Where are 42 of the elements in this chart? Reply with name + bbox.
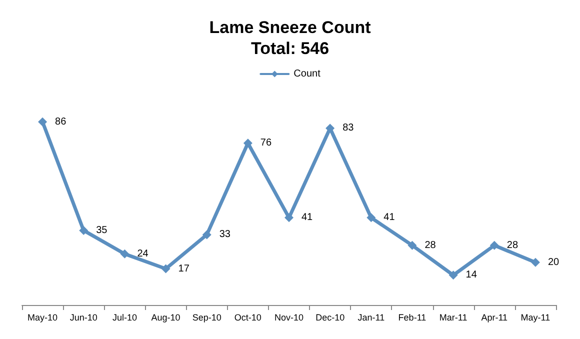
point [490, 240, 499, 250]
x-tick-label: Dec-10 [316, 312, 345, 322]
data-label: 35 [96, 224, 108, 236]
data-label: 86 [55, 116, 67, 128]
x-tick-label: Nov-10 [274, 312, 304, 322]
point [161, 264, 170, 274]
point [120, 249, 130, 258]
point [366, 213, 376, 222]
x-tick-label: Aug-10 [151, 312, 180, 322]
x-tick-label: Feb-11 [398, 312, 426, 322]
x-tick-label: Jun-10 [70, 312, 98, 322]
x-tick-label: Apr-11 [481, 312, 508, 322]
x-tick-label: Mar-11 [439, 312, 468, 322]
data-label: 20 [548, 256, 560, 268]
data-label: 14 [466, 270, 478, 281]
point [326, 124, 335, 133]
legend-label: Count [294, 68, 321, 80]
data-label: 83 [342, 122, 354, 134]
x-tick-label: Oct-10 [234, 312, 262, 322]
chart-subtitle: Total: 546 [250, 39, 330, 58]
chart-title: Lame Sneeze Count [209, 18, 372, 37]
data-label: 33 [219, 229, 231, 240]
point [530, 258, 540, 267]
point [79, 226, 88, 235]
data-label: 41 [302, 212, 314, 224]
data-label: 24 [137, 248, 149, 260]
x-tick-label: May-10 [28, 312, 58, 322]
data-label: 76 [260, 138, 272, 149]
x-tick-label: May-11 [520, 312, 550, 322]
data-label: 17 [178, 263, 190, 274]
data-label: 28 [506, 240, 518, 251]
x-tick-label: Sep-10 [192, 312, 222, 322]
point [38, 117, 48, 126]
point [448, 270, 458, 280]
point [202, 230, 212, 240]
point [284, 213, 294, 222]
point [243, 138, 252, 148]
point [408, 240, 417, 250]
data-label: 41 [384, 212, 396, 224]
x-tick-label: Jul-10 [112, 312, 137, 322]
x-tick-label: Jan-11 [358, 312, 385, 322]
data-label: 28 [424, 240, 436, 251]
